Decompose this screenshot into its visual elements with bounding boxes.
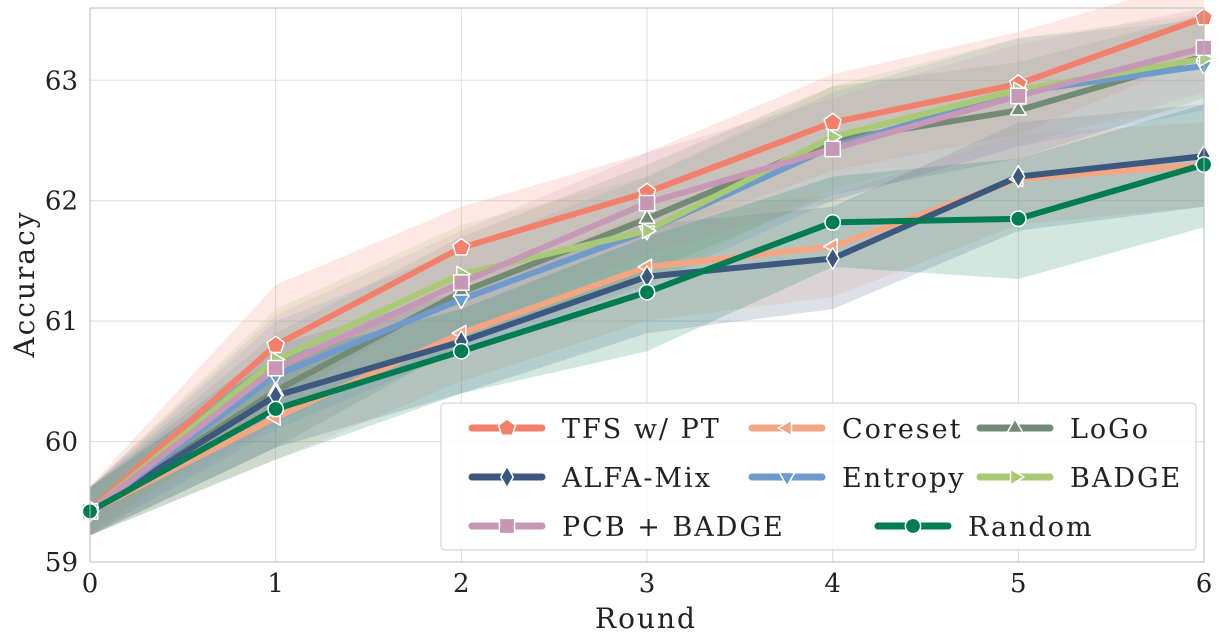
legend-marker <box>1006 418 1024 434</box>
legend-label: Coreset <box>842 414 962 445</box>
point-tfs-w-pt <box>452 237 471 256</box>
x-tick-label: 1 <box>267 569 284 599</box>
y-tick-label: 62 <box>45 187 78 217</box>
point-entropy <box>452 294 470 310</box>
point-tfs-w-pt <box>266 335 285 354</box>
x-tick-label: 3 <box>639 569 656 599</box>
point-pcb-badge <box>1009 87 1027 105</box>
plot-frame <box>89 7 1205 563</box>
x-tick-label: 0 <box>82 569 99 599</box>
legend-item-logo: LoGo <box>976 414 1150 445</box>
point-alfa-mix <box>1011 165 1026 189</box>
legend-marker <box>904 517 922 535</box>
legend-label: TFS w/ PT <box>562 414 721 445</box>
point-random <box>638 283 656 301</box>
legend-item-coreset: Coreset <box>748 414 962 445</box>
point-tfs-w-pt <box>823 112 842 131</box>
legend-marker <box>1009 468 1025 486</box>
legend: TFS w/ PT Coreset LoGo ALFA-Mix Entropy BADGE… <box>440 402 1197 551</box>
x-tick-label: 5 <box>1010 569 1027 599</box>
legend-label: Random <box>968 512 1094 543</box>
legend-item-entropy: Entropy <box>748 463 966 494</box>
point-logo <box>638 209 656 225</box>
legend-marker <box>499 465 515 489</box>
plot-border <box>89 7 1205 563</box>
axis-ticks: 0 1 2 3 4 5 6 59 60 61 62 63 <box>45 66 1212 599</box>
point-random <box>1009 210 1027 228</box>
band-tfs-w-pt <box>90 0 1204 535</box>
band-logo <box>90 14 1204 536</box>
legend-item-alfa-mix: ALFA-Mix <box>468 463 712 494</box>
legend-label: Entropy <box>842 463 966 494</box>
legend-label: BADGE <box>1070 463 1182 494</box>
legend-label: PCB + BADGE <box>562 512 785 543</box>
point-random <box>267 400 285 418</box>
point-pcb-badge <box>452 274 470 291</box>
point-logo <box>1009 100 1027 116</box>
legend-item-badge: BADGE <box>976 463 1182 494</box>
y-axis-label: Accuracy <box>8 210 41 358</box>
x-tick-label: 6 <box>1196 569 1213 599</box>
band-coreset <box>90 122 1204 536</box>
legend-label: LoGo <box>1070 414 1150 445</box>
y-tick-label: 63 <box>45 66 78 96</box>
x-tick-label: 2 <box>453 569 470 599</box>
y-tick-label: 61 <box>45 307 78 337</box>
legend-marker <box>497 418 517 437</box>
point-badge <box>641 222 657 240</box>
point-pcb-badge <box>638 194 656 212</box>
x-axis-label: Round <box>595 602 697 635</box>
y-tick-label: 60 <box>45 428 78 458</box>
legend-item-tfs-w-pt: TFS w/ PT <box>468 414 721 445</box>
point-random <box>452 342 470 360</box>
legend-marker <box>777 419 793 437</box>
point-random <box>824 213 842 231</box>
x-tick-label: 4 <box>824 569 841 599</box>
legend-marker <box>498 517 516 535</box>
legend-label: ALFA-Mix <box>561 463 712 494</box>
point-alfa-mix <box>825 246 840 271</box>
point-pcb-badge <box>824 140 842 158</box>
legend-item-random: Random <box>874 512 1094 543</box>
band-pcb-badge <box>90 8 1204 536</box>
legend-item-pcb-badge: PCB + BADGE <box>468 512 785 543</box>
y-tick-label: 59 <box>45 548 78 578</box>
point-pcb-badge <box>267 359 285 377</box>
legend-marker <box>778 471 796 487</box>
